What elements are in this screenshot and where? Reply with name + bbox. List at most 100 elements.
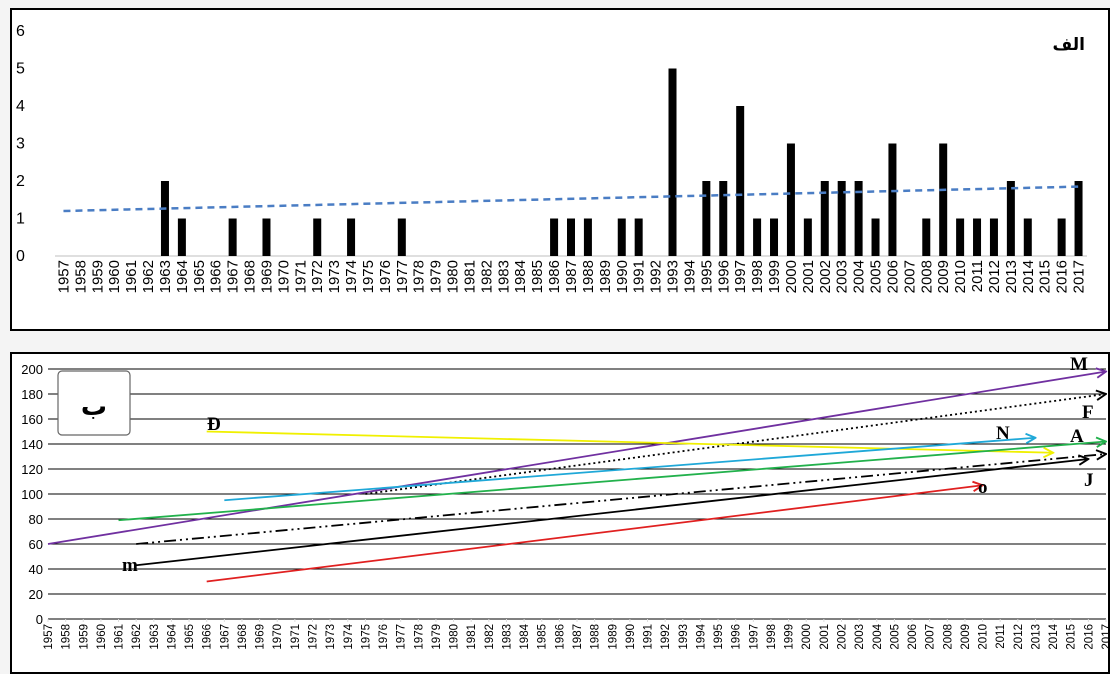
y-tick-label: 4: [16, 98, 25, 115]
x-tick-label: 1968: [237, 624, 249, 650]
x-tick-label: 1972: [309, 260, 326, 293]
y-tick-label: 0: [36, 612, 43, 627]
x-tick-label: 1985: [529, 260, 546, 293]
x-tick-label: 1994: [681, 260, 698, 293]
x-tick-label: 1975: [360, 260, 377, 293]
x-tick-label: 1998: [749, 260, 766, 293]
x-tick-label: 2014: [1048, 623, 1060, 649]
x-tick-label: 1995: [698, 260, 715, 293]
bar: [313, 218, 322, 256]
series-label-M: M: [1070, 354, 1088, 375]
x-tick-label: 2008: [918, 260, 935, 293]
x-tick-label: 1969: [255, 624, 267, 650]
y-tick-label: 200: [21, 362, 43, 377]
x-tick-label: 2013: [1003, 260, 1020, 293]
x-tick-label: 2015: [1066, 624, 1078, 650]
x-tick-label: 1995: [713, 624, 725, 650]
x-tick-label: 1959: [78, 624, 90, 650]
bar: [397, 218, 406, 256]
x-tick-label: 1973: [326, 260, 343, 293]
x-tick-label: 1966: [202, 624, 214, 650]
x-tick-label: 1992: [660, 624, 672, 650]
x-tick-label: 1963: [157, 260, 174, 293]
x-tick-label: 1978: [413, 624, 425, 650]
bar: [753, 218, 762, 256]
x-tick-label: 2002: [817, 260, 834, 293]
x-tick-label: 1980: [445, 260, 462, 293]
bar: [567, 218, 575, 256]
y-tick-label: 5: [16, 61, 25, 78]
y-tick-label: 0: [16, 248, 25, 265]
bar: [702, 181, 711, 256]
x-tick-label: 1960: [106, 260, 123, 293]
bar: [820, 181, 829, 256]
x-tick-label: 1985: [537, 624, 549, 650]
x-tick-label: 2000: [783, 260, 800, 293]
bar: [888, 143, 897, 256]
x-tick-label: 1980: [449, 624, 461, 650]
trend-arrow-N: [224, 438, 1035, 502]
y-tick-label: 2: [16, 173, 25, 190]
x-tick-label: 2001: [800, 260, 817, 293]
y-tick-label: 180: [21, 387, 43, 402]
series-label-F: F: [1082, 402, 1094, 423]
bar: [871, 218, 880, 256]
x-tick-label: 2010: [952, 260, 969, 293]
x-tick-label: 1990: [614, 260, 631, 293]
x-tick-label: 1969: [258, 260, 275, 293]
x-tick-label: 1988: [590, 624, 602, 650]
x-tick-label: 2006: [907, 624, 919, 650]
x-tick-label: 2015: [1037, 260, 1054, 293]
bar: [634, 218, 643, 256]
bar: [973, 218, 982, 256]
bar: [837, 181, 846, 256]
bar: [160, 181, 169, 256]
x-tick-label: 1981: [466, 624, 478, 650]
bar: [786, 143, 795, 256]
x-tick-label: 1970: [272, 624, 284, 650]
x-tick-label: 2007: [925, 624, 937, 650]
x-tick-label: 1987: [563, 260, 580, 293]
x-tick-label: 1998: [766, 624, 778, 650]
series-label-o: o: [978, 477, 988, 498]
x-tick-label: 2000: [801, 624, 813, 650]
x-tick-label: 2009: [935, 260, 952, 293]
x-tick-label: 1991: [631, 260, 648, 293]
x-tick-label: 1957: [43, 624, 55, 650]
x-tick-label: 1978: [411, 260, 428, 293]
bar: [719, 181, 728, 256]
x-tick-label: 1987: [572, 624, 584, 650]
bar: [956, 218, 965, 256]
bar: [939, 143, 948, 256]
x-tick-label: 1960: [96, 624, 108, 650]
x-tick-label: 1966: [208, 260, 225, 293]
y-tick-label: 60: [29, 537, 43, 552]
y-tick-label: 80: [29, 512, 43, 527]
x-tick-label: 2005: [889, 624, 901, 650]
x-tick-label: 2017: [1071, 260, 1088, 293]
series-label-Đ: Đ: [207, 414, 221, 435]
x-tick-label: 1997: [732, 260, 749, 293]
x-tick-label: 2016: [1054, 260, 1071, 293]
bar: [1006, 181, 1015, 256]
bar: [770, 218, 779, 256]
x-tick-label: 1961: [114, 624, 126, 650]
series-label-A: A: [1070, 426, 1084, 447]
x-tick-label: 1971: [292, 260, 309, 293]
bar: [1057, 218, 1066, 256]
x-tick-label: 2010: [978, 624, 990, 650]
x-tick-label: 1964: [166, 623, 178, 649]
y-tick-label: 160: [21, 412, 43, 427]
trendline: [63, 185, 1079, 213]
x-tick-label: 1977: [396, 624, 408, 650]
y-tick-label: 3: [16, 136, 25, 153]
x-tick-label: 1984: [519, 623, 531, 649]
trend-arrow-unnamed: [136, 454, 1106, 545]
x-tick-label: 1970: [275, 260, 292, 293]
x-tick-label: 2014: [1020, 260, 1037, 293]
x-tick-label: 1977: [394, 260, 411, 293]
x-tick-label: 1971: [290, 624, 302, 650]
bar: [922, 218, 931, 256]
x-tick-label: 2003: [834, 260, 851, 293]
